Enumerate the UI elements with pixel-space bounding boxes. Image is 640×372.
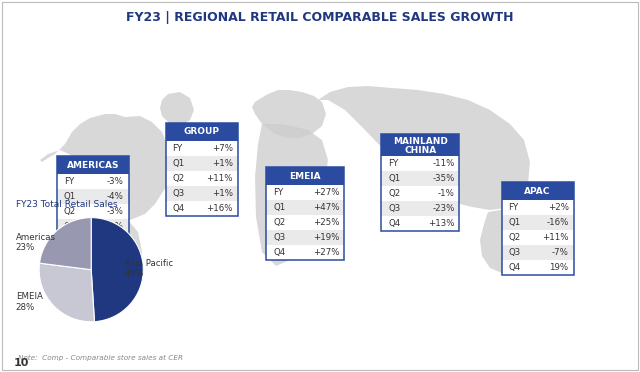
Text: Q1: Q1 <box>173 159 185 168</box>
Text: Q4: Q4 <box>273 248 285 257</box>
Text: +13%: +13% <box>428 219 454 228</box>
Text: Q3: Q3 <box>64 222 76 231</box>
Text: FY: FY <box>388 159 399 168</box>
Text: +11%: +11% <box>542 233 568 242</box>
Bar <box>266 167 344 185</box>
Text: MAINLAND: MAINLAND <box>393 137 448 146</box>
Bar <box>166 123 237 141</box>
Text: 10: 10 <box>14 358 29 368</box>
Text: APAC: APAC <box>524 187 551 196</box>
Text: +1%: +1% <box>212 159 232 168</box>
Text: -7%: -7% <box>552 248 568 257</box>
Bar <box>266 246 344 260</box>
Text: Q3: Q3 <box>273 233 285 243</box>
Bar <box>381 156 460 171</box>
Bar <box>166 123 237 216</box>
Bar <box>381 171 460 186</box>
Text: Q4: Q4 <box>173 204 185 213</box>
Bar <box>502 200 573 215</box>
Bar <box>502 182 573 200</box>
Bar <box>266 230 344 246</box>
Bar <box>266 215 344 230</box>
Bar <box>381 186 460 201</box>
Text: Q4: Q4 <box>388 219 401 228</box>
Text: Q1: Q1 <box>273 203 285 212</box>
Bar <box>266 167 344 260</box>
Text: Q1: Q1 <box>509 218 521 227</box>
Bar <box>502 182 573 275</box>
Polygon shape <box>480 210 542 274</box>
Text: EMEIA
28%: EMEIA 28% <box>16 292 42 312</box>
Text: FY: FY <box>173 144 183 153</box>
Text: +27%: +27% <box>313 188 339 198</box>
Text: +11%: +11% <box>206 174 232 183</box>
Text: FY: FY <box>64 177 74 186</box>
Text: EMEIA: EMEIA <box>289 172 321 181</box>
Text: GROUP: GROUP <box>184 127 220 136</box>
Polygon shape <box>160 92 194 126</box>
Bar <box>166 201 237 216</box>
Text: +27%: +27% <box>313 248 339 257</box>
Bar <box>57 174 129 189</box>
Bar <box>502 245 573 260</box>
Text: FY: FY <box>509 203 519 212</box>
Text: Asia Pacific
49%: Asia Pacific 49% <box>125 259 173 278</box>
Text: +16%: +16% <box>206 204 232 213</box>
Bar <box>381 134 460 231</box>
Bar <box>57 234 129 249</box>
Text: Americas
23%: Americas 23% <box>16 233 56 252</box>
Text: Q4: Q4 <box>509 263 521 272</box>
Text: Q2: Q2 <box>273 218 285 227</box>
Text: +1%: +1% <box>212 189 232 198</box>
Bar <box>381 216 460 231</box>
Text: -11%: -11% <box>432 159 454 168</box>
Bar <box>166 141 237 156</box>
Bar <box>57 156 129 249</box>
Text: Q2: Q2 <box>388 189 401 198</box>
Text: Q2: Q2 <box>173 174 185 183</box>
Text: -35%: -35% <box>432 174 454 183</box>
Bar <box>381 134 460 156</box>
Text: -1%: -1% <box>438 189 454 198</box>
Bar <box>57 189 129 204</box>
Polygon shape <box>252 90 326 138</box>
Text: Q1: Q1 <box>388 174 401 183</box>
Text: Q2: Q2 <box>509 233 521 242</box>
Text: Q3: Q3 <box>509 248 521 257</box>
Text: -4%: -4% <box>107 192 124 201</box>
Text: -16%: -16% <box>546 218 568 227</box>
Text: +47%: +47% <box>313 203 339 212</box>
Wedge shape <box>40 218 92 270</box>
Wedge shape <box>39 263 95 322</box>
Bar <box>166 156 237 171</box>
Polygon shape <box>255 124 328 266</box>
Text: Q4: Q4 <box>64 237 76 246</box>
Bar <box>57 156 129 174</box>
Text: Q1: Q1 <box>64 192 76 201</box>
Text: +2%: +2% <box>548 203 568 212</box>
Wedge shape <box>91 218 143 322</box>
Text: 19%: 19% <box>550 263 568 272</box>
Text: Q3: Q3 <box>388 204 401 213</box>
Text: Note:  Comp - Comparable store sales at CER: Note: Comp - Comparable store sales at C… <box>18 355 183 361</box>
Text: CHINA: CHINA <box>404 146 436 155</box>
Text: FY23 | REGIONAL RETAIL COMPARABLE SALES GROWTH: FY23 | REGIONAL RETAIL COMPARABLE SALES … <box>126 12 514 25</box>
Polygon shape <box>98 214 142 310</box>
Text: +25%: +25% <box>313 218 339 227</box>
Bar <box>381 201 460 216</box>
Text: FY23 Total Retail Sales: FY23 Total Retail Sales <box>16 200 117 209</box>
Text: -1%: -1% <box>107 222 124 231</box>
Text: +7%: +7% <box>212 144 232 153</box>
Text: -3%: -3% <box>107 207 124 216</box>
Bar <box>57 204 129 219</box>
Text: -3%: -3% <box>107 177 124 186</box>
Text: FY: FY <box>273 188 284 198</box>
Bar <box>502 260 573 275</box>
Text: AMERICAS: AMERICAS <box>67 161 119 170</box>
Polygon shape <box>318 86 530 210</box>
Bar <box>57 219 129 234</box>
Text: Q2: Q2 <box>64 207 76 216</box>
Polygon shape <box>40 114 170 220</box>
Bar <box>166 186 237 201</box>
